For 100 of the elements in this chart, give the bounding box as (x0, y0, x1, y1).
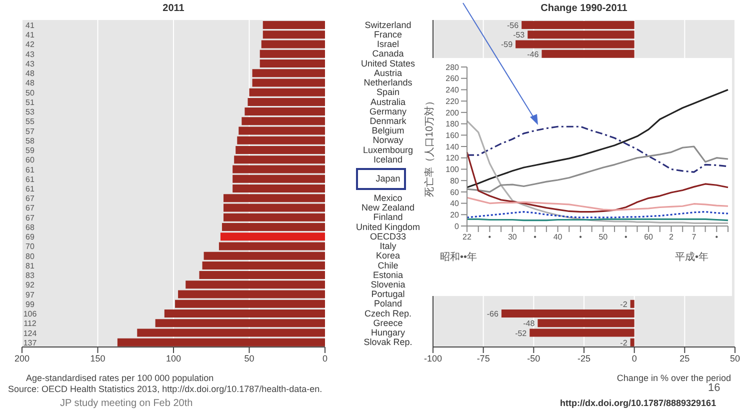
y-tick-label: Czech Rep. (364, 308, 412, 318)
data-label: 99 (26, 300, 35, 309)
annotation: 平成•年 (675, 250, 709, 264)
annotation: 昭和••年 (440, 250, 478, 264)
data-label: -46 (527, 50, 540, 59)
line-series (466, 151, 729, 213)
y-tick-label: Slovak Rep. (364, 337, 412, 348)
line-series (466, 196, 729, 211)
x-tick-label: 0 (632, 353, 637, 364)
x-tick-label: 0 (322, 353, 328, 364)
y-tick-label: United States (360, 58, 416, 68)
y-tick-label: 120 (446, 154, 460, 163)
data-label: 106 (23, 310, 38, 319)
text: http://dx.doi.org/10.1787/8889329161 (560, 398, 716, 408)
bar (220, 232, 325, 241)
y-tick-label: Hungary (370, 328, 406, 338)
x-tick-label: 200 (14, 353, 30, 364)
x-tick-label: • (715, 232, 718, 242)
y-tick-label: 240 (446, 86, 460, 95)
x-tick-label: 50 (598, 232, 608, 242)
data-label: 42 (26, 40, 35, 50)
data-label: 57 (26, 126, 35, 136)
y-tick-label: Australia (370, 96, 406, 107)
y-tick-label: 140 (446, 142, 460, 152)
y-tick-label: 100 (446, 165, 460, 174)
x-axis-title: Change in % over the period (616, 373, 731, 383)
y-tick-label: Austria (374, 68, 402, 78)
y-tick-label: Finland (373, 212, 403, 222)
x-tick-label: -50 (527, 353, 540, 364)
y-tick-label: Korea (376, 250, 400, 261)
line-series (466, 88, 729, 188)
data-label: 41 (26, 30, 35, 40)
data-label: 83 (26, 271, 35, 280)
y-tick-label: 180 (446, 120, 460, 129)
y-tick-label: New Zealand (361, 202, 415, 213)
y-tick-label: Chile (378, 260, 398, 270)
y-tick-label: 280 (446, 62, 460, 72)
y-tick-label: United Kingdom (356, 222, 420, 232)
data-label: 53 (26, 108, 35, 117)
data-label: 55 (26, 117, 35, 126)
data-label: -52 (515, 328, 528, 338)
y-tick-label: 160 (446, 130, 460, 140)
data-label: 124 (23, 328, 38, 338)
y-tick-label: Switzerland (364, 20, 412, 30)
y-axis-title: 死亡率（人口10万対） (424, 96, 436, 198)
y-tick-label: Iceland (373, 154, 403, 164)
data-label: 61 (26, 165, 35, 174)
x-tick-label: 60 (644, 232, 654, 242)
data-label: 67 (26, 194, 35, 204)
text: 16 (708, 382, 720, 394)
x-tick-label: -100 (424, 353, 442, 364)
y-tick-label: 200 (446, 108, 460, 118)
y-tick-label: 0 (454, 222, 460, 231)
x-tick-label: 150 (90, 353, 106, 364)
data-label: 48 (26, 78, 35, 88)
x-tick-label: 25 (680, 353, 690, 364)
data-label: 51 (26, 98, 35, 107)
data-label: -66 (486, 310, 500, 319)
data-label: 41 (26, 21, 35, 30)
x-tick-label: 7 (692, 232, 697, 242)
y-tick-label: Slovenia (370, 279, 406, 290)
data-label: 92 (26, 280, 35, 290)
y-tick-label: 220 (446, 96, 460, 106)
line-series (466, 126, 729, 173)
y-tick-label: Italy (380, 241, 397, 252)
data-label: 58 (26, 136, 35, 146)
y-tick-label: Belgium (372, 126, 404, 136)
x-tick-label: 100 (166, 353, 182, 364)
data-label: -48 (523, 319, 536, 328)
y-tick-label: Mexico (374, 192, 402, 203)
y-tick-label: Israel (376, 39, 400, 50)
data-label: 68 (26, 222, 35, 232)
y-tick-label: Denmark (370, 116, 407, 126)
data-label: 67 (26, 204, 35, 213)
y-tick-label: Netherlands (364, 78, 413, 88)
chart-title: Change 1990-2011 (540, 3, 628, 14)
x-tick-label: • (534, 232, 537, 242)
y-tick-label: 80 (450, 176, 460, 186)
data-label: -59 (500, 40, 514, 50)
x-tick-label: 50 (730, 353, 740, 364)
x-tick-label: 22 (462, 232, 472, 242)
bar (218, 242, 325, 250)
line-series (466, 120, 729, 224)
data-label: 80 (26, 252, 35, 261)
y-tick-label: Poland (374, 298, 402, 309)
x-tick-label: 2 (669, 232, 674, 242)
y-tick-label: 40 (450, 199, 460, 208)
data-label: 59 (26, 146, 35, 156)
x-tick-label: • (624, 232, 628, 242)
y-tick-label: 260 (446, 74, 460, 84)
y-tick-label: Greece (373, 318, 403, 328)
y-tick-label: OECD33 (370, 231, 406, 242)
y-tick-label: 60 (450, 188, 460, 197)
x-tick-label: 40 (553, 232, 563, 242)
y-tick-label: Estonia (372, 270, 404, 280)
data-label: 48 (26, 69, 35, 78)
data-label: 61 (26, 184, 35, 194)
data-label: -2 (620, 338, 628, 348)
x-tick-label: • (579, 232, 582, 242)
data-label: -53 (513, 30, 526, 40)
